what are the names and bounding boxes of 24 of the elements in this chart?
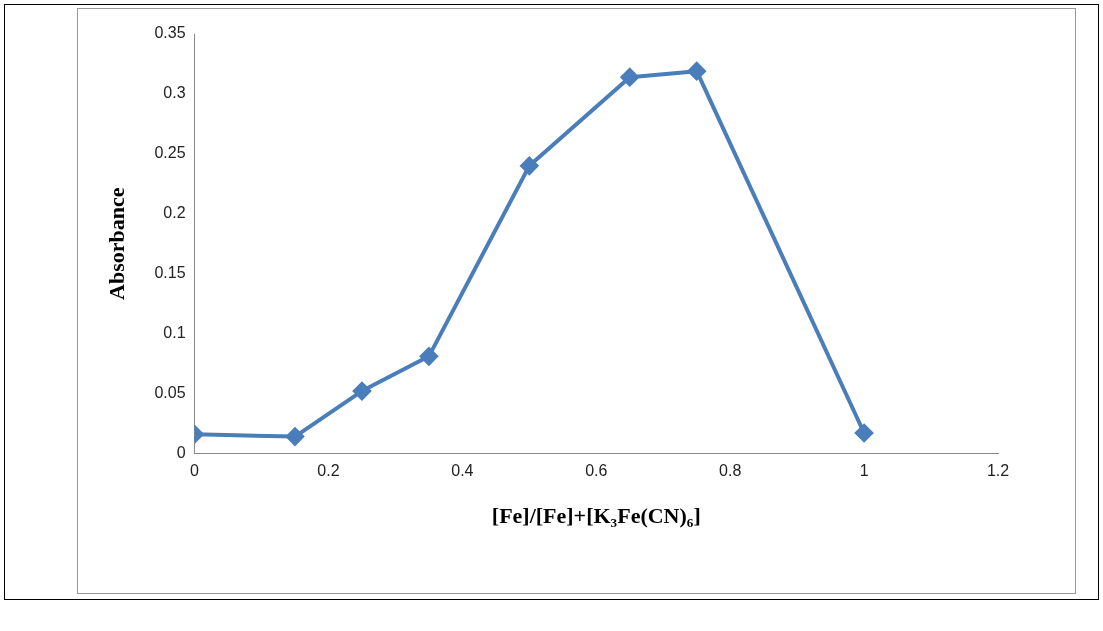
y-tick-label: 0.35 [154,24,186,42]
y-tick-label: 0.2 [163,204,186,222]
y-axis-title: Absorbance [103,187,129,300]
point [285,427,304,446]
x-tick-label: 0.6 [585,462,608,480]
y-tick-label: 0.15 [154,264,186,282]
x-tick-label: 1 [859,462,869,480]
point [352,382,371,401]
y-tick-label: 0.05 [154,383,186,401]
y-tick-label: 0 [176,443,186,461]
point [419,347,438,366]
x-tick-label: 0.4 [451,462,474,480]
y-tick-label: 0.25 [154,144,186,162]
x-tick-label: 0.8 [719,462,742,480]
y-tick-label: 0.3 [163,84,186,102]
x-tick-label: 0 [190,462,200,480]
point [520,156,539,175]
x-axis-title: [Fe]/[Fe]+[K₃Fe(CN)₆] [491,503,701,529]
point [855,424,874,443]
point [620,68,639,87]
y-tick-label: 0.1 [163,323,186,341]
point [687,62,706,81]
x-tick-label: 0.2 [317,462,340,480]
x-tick-label: 1.2 [986,462,1010,480]
